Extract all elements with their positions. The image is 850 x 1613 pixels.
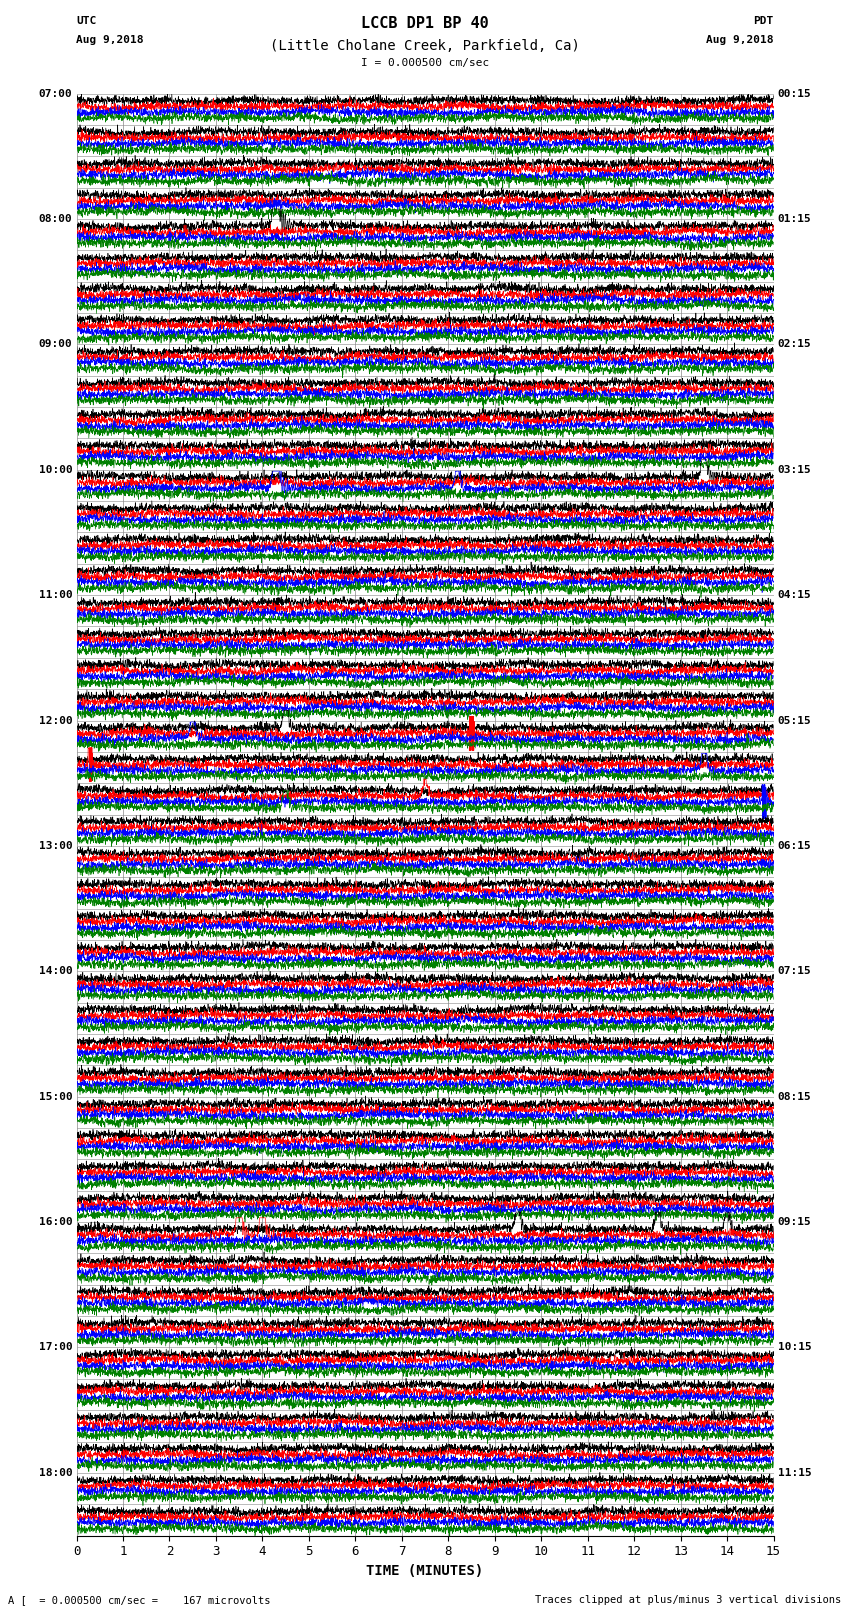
Text: 09:00: 09:00 [38,339,72,350]
Text: 10:00: 10:00 [38,465,72,474]
Text: 18:00: 18:00 [38,1468,72,1478]
Text: 07:15: 07:15 [778,966,812,976]
Text: 13:00: 13:00 [38,840,72,852]
Text: 08:15: 08:15 [778,1092,812,1102]
Text: LCCB DP1 BP 40: LCCB DP1 BP 40 [361,16,489,31]
Text: 11:15: 11:15 [778,1468,812,1478]
Text: UTC: UTC [76,16,97,26]
Text: Traces clipped at plus/minus 3 vertical divisions: Traces clipped at plus/minus 3 vertical … [536,1595,842,1605]
Text: 14:00: 14:00 [38,966,72,976]
Text: 03:15: 03:15 [778,465,812,474]
Text: 05:15: 05:15 [778,716,812,726]
Text: 08:00: 08:00 [38,215,72,224]
Text: Aug 9,2018: Aug 9,2018 [76,35,144,45]
Text: 04:15: 04:15 [778,590,812,600]
Text: 12:00: 12:00 [38,716,72,726]
Text: 16:00: 16:00 [38,1218,72,1227]
Text: A [  = 0.000500 cm/sec =    167 microvolts: A [ = 0.000500 cm/sec = 167 microvolts [8,1595,271,1605]
Text: PDT: PDT [753,16,774,26]
Text: 01:15: 01:15 [778,215,812,224]
Text: (Little Cholane Creek, Parkfield, Ca): (Little Cholane Creek, Parkfield, Ca) [270,39,580,53]
Text: 10:15: 10:15 [778,1342,812,1352]
X-axis label: TIME (MINUTES): TIME (MINUTES) [366,1565,484,1578]
Text: 00:15: 00:15 [778,89,812,98]
Text: 17:00: 17:00 [38,1342,72,1352]
Text: 07:00: 07:00 [38,89,72,98]
Text: Aug 9,2018: Aug 9,2018 [706,35,774,45]
Text: 11:00: 11:00 [38,590,72,600]
Text: 09:15: 09:15 [778,1218,812,1227]
Text: 15:00: 15:00 [38,1092,72,1102]
Text: 06:15: 06:15 [778,840,812,852]
Text: 02:15: 02:15 [778,339,812,350]
Text: I = 0.000500 cm/sec: I = 0.000500 cm/sec [361,58,489,68]
